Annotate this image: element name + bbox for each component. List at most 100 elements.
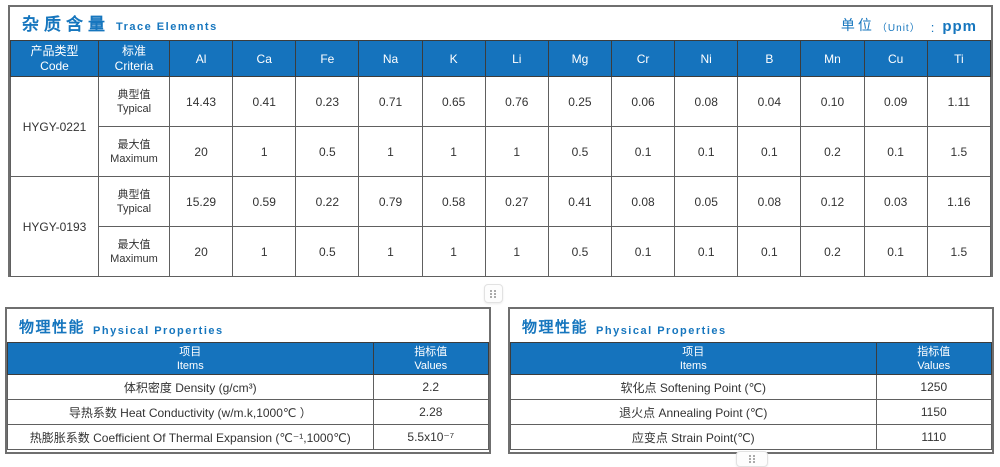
trace-cell: 1.11 — [926, 76, 992, 127]
trace-cell: 0.09 — [863, 76, 928, 127]
col-header-code-en: Code — [40, 58, 69, 73]
table-row: 体积密度 Density (g/cm³) 2.2 — [7, 374, 490, 400]
drag-handle-button[interactable] — [484, 284, 503, 303]
property-value: 5.5x10⁻⁷ — [372, 424, 490, 450]
trace-row: HYGY-0193 典型值 Typical 15.29 0.59 0.22 0.… — [10, 176, 992, 277]
trace-cell: 0.76 — [484, 76, 549, 127]
trace-cell: 20 — [168, 126, 234, 177]
trace-cell: 0.71 — [358, 76, 423, 127]
unit-paren: （Unit） — [876, 23, 921, 34]
trace-cell: 0.1 — [737, 226, 802, 277]
trace-cell: 0.41 — [547, 176, 612, 227]
grid-dots-icon — [490, 289, 497, 298]
col-header-element: Cu — [863, 40, 928, 77]
trace-cell: 0.1 — [610, 126, 676, 177]
physical-left-title-zh: 物理性能 — [19, 319, 86, 336]
trace-cell: 1 — [484, 226, 549, 277]
physical-right-title-en: Physical Properties — [596, 325, 727, 337]
col-header-element: K — [421, 40, 486, 77]
trace-cell: 1 — [358, 126, 423, 177]
physical-left-table: 项目 Items 指标值 Values 体积密度 Density (g/cm³)… — [7, 342, 490, 450]
trace-cell: 15.29 — [168, 176, 234, 227]
physical-right-title: 物理性能 Physical Properties — [510, 309, 992, 342]
col-header-element: Li — [484, 40, 549, 77]
trace-cell: 0.5 — [295, 226, 360, 277]
trace-cell: 0.5 — [547, 226, 612, 277]
product-code: HYGY-0193 — [10, 176, 99, 277]
trace-cell: 0.5 — [547, 126, 612, 177]
trace-title-en: Trace Elements — [116, 21, 218, 33]
col-header-items-zh: 项目 — [179, 345, 202, 358]
col-header-values-en: Values — [917, 359, 951, 372]
table-row: 导热系数 Heat Conductivity (w/m.k,1000℃ ） 2.… — [7, 399, 490, 425]
trace-cell: 0.1 — [610, 226, 676, 277]
trace-cell: 0.58 — [421, 176, 486, 227]
trace-cell: 0.08 — [674, 76, 739, 127]
unit-separator: : — [930, 20, 935, 35]
physical-properties-left-panel: 物理性能 Physical Properties 项目 Items 指标值 Va… — [5, 307, 491, 454]
unit-value: ppm — [942, 18, 977, 35]
table-row: 软化点 Softening Point (℃) 1250 — [510, 374, 993, 400]
col-header-element: Ca — [232, 40, 297, 77]
trace-cell: 0.1 — [737, 126, 802, 177]
criteria-en: Maximum — [110, 152, 158, 165]
col-header-element: Mn — [800, 40, 865, 77]
property-item: 软化点 Softening Point (℃) — [510, 374, 877, 400]
col-header-element: Ni — [674, 40, 739, 77]
criteria-en: Typical — [116, 102, 152, 115]
criteria-en: Maximum — [110, 252, 158, 265]
trace-cell: 1 — [232, 226, 297, 277]
property-value: 1250 — [875, 374, 993, 400]
product-code: HYGY-0221 — [10, 76, 99, 177]
property-value: 1150 — [875, 399, 993, 425]
physical-right-header-row: 项目 Items 指标值 Values — [510, 342, 993, 375]
col-header-element: Al — [168, 40, 234, 77]
trace-cell: 0.1 — [863, 126, 928, 177]
col-header-element: Ti — [926, 40, 992, 77]
criteria-cell: 典型值 Typical — [98, 176, 170, 227]
trace-title: 杂质含量 Trace Elements — [22, 10, 218, 35]
unit-zh: 单位 — [840, 17, 875, 33]
trace-cell: 0.03 — [863, 176, 928, 227]
trace-table: 产品类型 Code 标准 Criteria Al Ca Fe Na K Li M… — [10, 40, 992, 277]
trace-cell: 0.10 — [800, 76, 865, 127]
physical-right-title-zh: 物理性能 — [522, 319, 589, 336]
trace-cell: 0.5 — [295, 126, 360, 177]
drag-handle-button-bottom[interactable] — [736, 451, 768, 467]
trace-cell: 1 — [421, 226, 486, 277]
trace-row: HYGY-0221 典型值 Typical 14.43 0.41 0.23 0.… — [10, 76, 992, 177]
trace-cell: 0.22 — [295, 176, 360, 227]
trace-cell: 1 — [358, 226, 423, 277]
trace-cell: 0.2 — [800, 226, 865, 277]
col-header-items-en: Items — [679, 359, 707, 372]
col-header-element: Na — [358, 40, 423, 77]
col-header-code: 产品类型 Code — [10, 40, 99, 77]
property-item: 应变点 Strain Point(℃) — [510, 424, 877, 450]
col-header-element: B — [737, 40, 802, 77]
trace-cell: 0.1 — [863, 226, 928, 277]
trace-cell: 1.5 — [926, 226, 992, 277]
property-value: 2.28 — [372, 399, 490, 425]
criteria-cell: 典型值 Typical — [98, 76, 170, 127]
property-item: 退火点 Annealing Point (℃) — [510, 399, 877, 425]
col-header-values-en: Values — [414, 359, 448, 372]
trace-cell: 0.1 — [674, 226, 739, 277]
physical-properties-right-panel: 物理性能 Physical Properties 项目 Items 指标值 Va… — [508, 307, 994, 454]
criteria-zh: 最大值 — [117, 138, 151, 151]
trace-cell: 0.12 — [800, 176, 865, 227]
col-header-values: 指标值 Values — [372, 342, 490, 375]
trace-cell: 0.65 — [421, 76, 486, 127]
col-header-element: Cr — [610, 40, 676, 77]
physical-left-title-en: Physical Properties — [93, 325, 224, 337]
physical-left-header-row: 项目 Items 指标值 Values — [7, 342, 490, 375]
col-header-items-zh: 项目 — [682, 345, 705, 358]
table-row: 热膨胀系数 Coefficient Of Thermal Expansion (… — [7, 424, 490, 450]
property-item: 体积密度 Density (g/cm³) — [7, 374, 374, 400]
trace-cell: 0.08 — [737, 176, 802, 227]
trace-cell: 0.59 — [232, 176, 297, 227]
trace-cell: 0.1 — [674, 126, 739, 177]
trace-cell: 0.08 — [610, 176, 676, 227]
unit-label: 单位 （Unit） : ppm — [841, 15, 977, 35]
physical-right-table: 项目 Items 指标值 Values 软化点 Softening Point … — [510, 342, 993, 450]
trace-cell: 0.23 — [295, 76, 360, 127]
